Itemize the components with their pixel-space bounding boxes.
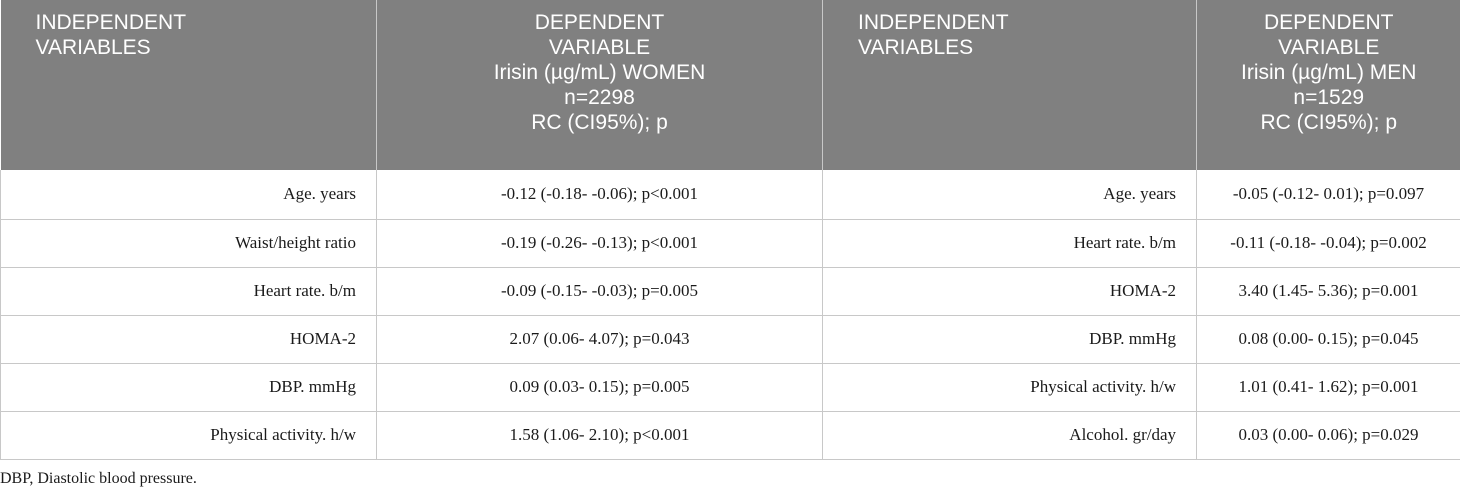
- women-value-cell: 2.07 (0.06- 4.07); p=0.043: [376, 315, 823, 364]
- table-row: HOMA-2 2.07 (0.06- 4.07); p=0.043 DBP. m…: [0, 315, 1460, 364]
- men-value-cell: 0.08 (0.00- 0.15); p=0.045: [1196, 315, 1460, 364]
- table-row: Heart rate. b/m -0.09 (-0.15- -0.03); p=…: [0, 267, 1460, 316]
- men-variable-cell: Physical activity. h/w: [822, 363, 1197, 412]
- women-value-cell: 0.09 (0.03- 0.15); p=0.005: [376, 363, 823, 412]
- header-independent-women: INDEPENDENT VARIABLES: [0, 0, 377, 170]
- men-variable-cell: DBP. mmHg: [822, 315, 1197, 364]
- header-row: INDEPENDENT VARIABLES DEPENDENT VARIABLE…: [0, 0, 1460, 170]
- header-independent-men: INDEPENDENT VARIABLES: [822, 0, 1197, 170]
- women-value-cell: 1.58 (1.06- 2.10); p<0.001: [376, 411, 823, 460]
- table-row: DBP. mmHg 0.09 (0.03- 0.15); p=0.005 Phy…: [0, 363, 1460, 412]
- men-value-cell: -0.11 (-0.18- -0.04); p=0.002: [1196, 219, 1460, 268]
- men-value-cell: 3.40 (1.45- 5.36); p=0.001: [1196, 267, 1460, 316]
- women-value-cell: -0.09 (-0.15- -0.03); p=0.005: [376, 267, 823, 316]
- men-value-cell: 0.03 (0.00- 0.06); p=0.029: [1196, 411, 1460, 460]
- men-variable-cell: Age. years: [822, 170, 1197, 220]
- women-variable-cell: Heart rate. b/m: [0, 267, 377, 316]
- men-variable-cell: Alcohol. gr/day: [822, 411, 1197, 460]
- women-variable-cell: DBP. mmHg: [0, 363, 377, 412]
- table-footnote: DBP, Diastolic blood pressure.: [0, 470, 197, 487]
- table-row: Waist/height ratio -0.19 (-0.26- -0.13);…: [0, 219, 1460, 268]
- women-value-cell: -0.19 (-0.26- -0.13); p<0.001: [376, 219, 823, 268]
- header-dependent-women: DEPENDENT VARIABLE Irisin (µg/mL) WOMEN …: [376, 0, 823, 170]
- men-value-cell: -0.05 (-0.12- 0.01); p=0.097: [1196, 170, 1460, 220]
- men-variable-cell: HOMA-2: [822, 267, 1197, 316]
- header-dependent-men: DEPENDENT VARIABLE Irisin (µg/mL) MEN n=…: [1196, 0, 1460, 170]
- table-row: Age. years -0.12 (-0.18- -0.06); p<0.001…: [0, 170, 1460, 220]
- women-variable-cell: Age. years: [0, 170, 377, 220]
- regression-table: INDEPENDENT VARIABLES DEPENDENT VARIABLE…: [0, 0, 1460, 460]
- men-variable-cell: Heart rate. b/m: [822, 219, 1197, 268]
- women-variable-cell: Waist/height ratio: [0, 219, 377, 268]
- women-variable-cell: Physical activity. h/w: [0, 411, 377, 460]
- women-value-cell: -0.12 (-0.18- -0.06); p<0.001: [376, 170, 823, 220]
- men-value-cell: 1.01 (0.41- 1.62); p=0.001: [1196, 363, 1460, 412]
- women-variable-cell: HOMA-2: [0, 315, 377, 364]
- table-row: Physical activity. h/w 1.58 (1.06- 2.10)…: [0, 411, 1460, 460]
